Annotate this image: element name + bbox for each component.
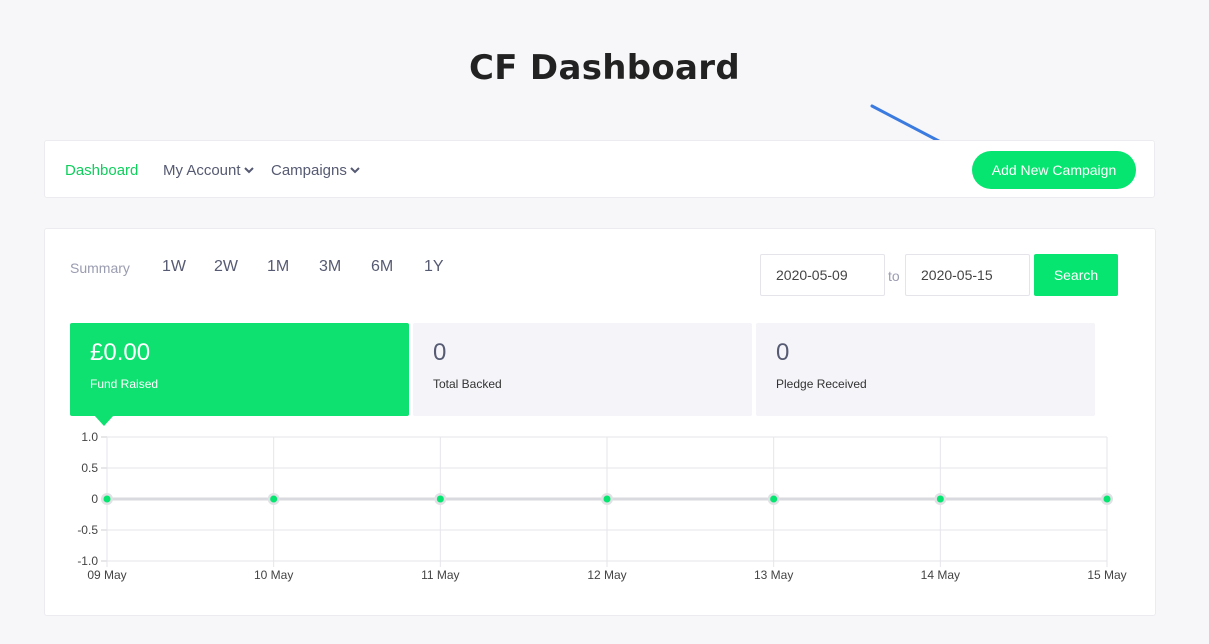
- chevron-down-icon: [243, 166, 254, 173]
- range-tab-1w[interactable]: 1W: [162, 258, 186, 275]
- stat-label: Fund Raised: [90, 377, 159, 391]
- data-point: [103, 495, 111, 503]
- nav-my-account[interactable]: My Account: [163, 162, 254, 179]
- range-tab-1m[interactable]: 1M: [267, 258, 290, 275]
- range-tab-6m[interactable]: 6M: [371, 258, 394, 275]
- page-title: CF Dashboard: [469, 48, 740, 88]
- chevron-down-icon: [350, 166, 360, 173]
- date-to-input[interactable]: [905, 254, 1030, 296]
- stat-card-fund-raised[interactable]: £0.00 Fund Raised: [70, 323, 409, 416]
- x-tick-label: 14 May: [921, 568, 960, 582]
- range-tab-2w[interactable]: 2W: [214, 258, 238, 275]
- nav-my-account-label: My Account: [163, 162, 241, 179]
- add-new-campaign-button[interactable]: Add New Campaign: [972, 151, 1136, 189]
- stat-value: 0: [433, 339, 447, 366]
- search-button[interactable]: Search: [1034, 254, 1118, 296]
- x-tick-label: 10 May: [254, 568, 293, 582]
- x-tick-label: 13 May: [754, 568, 793, 582]
- x-tick-label: 11 May: [421, 568, 459, 582]
- active-stat-pointer: [94, 415, 114, 426]
- nav-campaigns[interactable]: Campaigns: [271, 162, 360, 179]
- data-point: [936, 495, 944, 503]
- y-tick-label: -0.5: [77, 523, 98, 537]
- stat-label: Pledge Received: [776, 377, 867, 391]
- to-label: to: [888, 268, 900, 284]
- stat-label: Total Backed: [433, 377, 502, 391]
- top-navbar: Dashboard My Account Campaigns Add New C…: [44, 140, 1155, 198]
- stat-value: £0.00: [90, 339, 151, 366]
- y-tick-label: 0: [91, 492, 98, 506]
- x-tick-label: 12 May: [587, 568, 626, 582]
- y-tick-label: -1.0: [77, 554, 98, 568]
- nav-campaigns-label: Campaigns: [271, 162, 347, 179]
- stat-card-total-backed[interactable]: 0 Total Backed: [413, 323, 752, 416]
- range-tab-3m[interactable]: 3M: [319, 258, 342, 275]
- data-point: [603, 495, 611, 503]
- range-tab-1y[interactable]: 1Y: [424, 258, 444, 275]
- summary-label: Summary: [70, 260, 130, 276]
- data-point: [770, 495, 778, 503]
- data-point: [1103, 495, 1111, 503]
- date-from-input[interactable]: [760, 254, 885, 296]
- data-point: [436, 495, 444, 503]
- y-tick-label: 1.0: [81, 430, 98, 444]
- y-tick-label: 0.5: [81, 461, 98, 475]
- fund-raised-line-chart: 1.0 0.5 0 -0.5 -1.009 May 10 May 11 May 12 May 1…: [77, 430, 1126, 582]
- nav-dashboard[interactable]: Dashboard: [65, 162, 139, 179]
- data-point: [270, 495, 278, 503]
- x-tick-label: 15 May: [1087, 568, 1126, 582]
- x-tick-label: 09 May: [87, 568, 126, 582]
- stat-card-pledge-received[interactable]: 0 Pledge Received: [756, 323, 1095, 416]
- stat-value: 0: [776, 339, 790, 366]
- dashboard-panel: Summary 1W 2W 1M 3M 6M 1Y to Search £0.0…: [44, 228, 1156, 616]
